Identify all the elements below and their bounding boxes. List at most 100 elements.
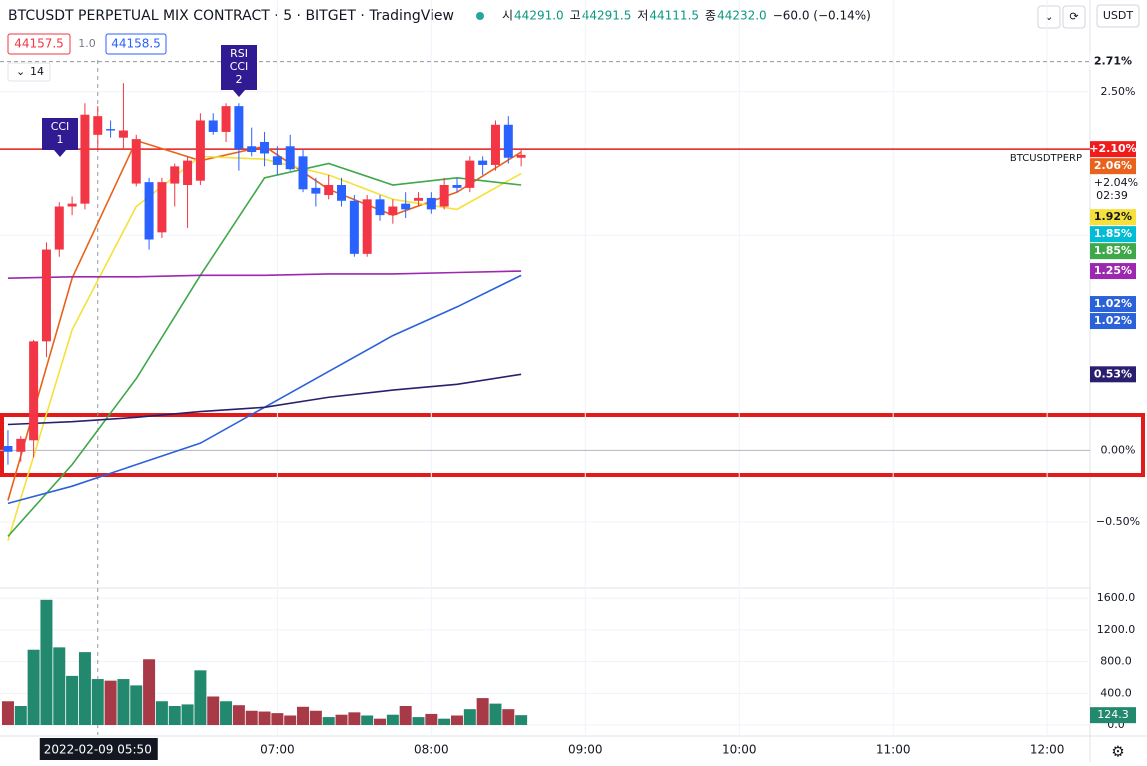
candle-body: [503, 124, 513, 158]
candle-body: [131, 139, 141, 184]
volume-bar: [91, 679, 104, 726]
candle-body: [16, 438, 26, 452]
change-label: +2.04%: [1094, 176, 1138, 189]
candle-body: [414, 197, 424, 201]
status-dot: [476, 12, 484, 20]
candle-body: [41, 249, 51, 342]
candle-body: [157, 182, 167, 233]
refresh-button[interactable]: [1062, 5, 1086, 29]
x-tick-label: 07:00: [260, 743, 295, 757]
chart-title: BTCUSDT PERPETUAL MIX CONTRACT · 5 · BIT…: [8, 8, 454, 24]
signal-flag-label: CCI: [230, 60, 249, 73]
candle-body: [439, 185, 449, 207]
chevron: ⌄: [16, 65, 25, 78]
bid-box[interactable]: [7, 33, 71, 55]
price-tag: [1090, 209, 1136, 226]
indicator-toggle[interactable]: [7, 62, 51, 82]
volume-bar: [78, 652, 91, 726]
price-tag: [1090, 296, 1136, 313]
y-tick-label: 2.50%: [1101, 85, 1136, 98]
candle-body: [29, 341, 39, 441]
x-tick-label: 09:00: [568, 743, 603, 757]
volume-bar: [66, 675, 79, 726]
candle-body: [401, 203, 411, 210]
signal-flag-label: CCI: [51, 120, 70, 133]
indicator-count: 14: [30, 65, 44, 78]
volume-bar: [335, 714, 348, 726]
volume-bar: [143, 659, 156, 726]
candle-body: [337, 185, 347, 201]
volume-bar: [232, 705, 245, 726]
ohlc-header: 시 44291.0 고 44291.5 저 44111.5 종 44232.0 −60.0 (−…: [502, 9, 871, 23]
ohlc-item: 44291.0: [514, 9, 564, 23]
bid: 44157.5: [14, 37, 64, 51]
candle-body: [93, 116, 103, 135]
volume-tag-label: 124.3: [1097, 708, 1129, 721]
volume-bar: [515, 715, 528, 726]
x-tick-label: 10:00: [722, 743, 757, 757]
volume-bar: [130, 685, 143, 726]
candle-body: [260, 141, 270, 154]
refresh-icon: ⟳: [1069, 10, 1078, 23]
currency-button[interactable]: [1096, 4, 1140, 28]
volume-bar: [361, 715, 374, 726]
volume-bar: [181, 704, 194, 726]
price-tag-label: 1.85%: [1094, 244, 1132, 257]
cursor-label: 2022-02-09 05:50: [44, 743, 152, 757]
x-tick-label: 12:00: [1030, 743, 1065, 757]
price-tag-label: 1.92%: [1094, 210, 1132, 223]
price-tag-label: 1.85%: [1094, 227, 1132, 240]
price-tag: [1090, 226, 1136, 243]
candle-body: [144, 182, 154, 240]
price-tag: [1090, 313, 1136, 330]
ohlc-item: 44111.5: [649, 9, 699, 23]
price-tag-label: +2.10%: [1089, 142, 1136, 155]
signal-flag-label: 1: [57, 133, 64, 146]
volume-bar: [463, 709, 476, 726]
candle-body: [298, 156, 308, 190]
candle-body: [80, 114, 90, 204]
candle-body: [490, 124, 500, 165]
volume-bar: [40, 599, 53, 726]
candle-body: [375, 199, 385, 216]
price-tag: [1090, 263, 1136, 280]
candle-body: [118, 130, 128, 138]
volume-bar: [220, 701, 233, 726]
volume-bar: [271, 713, 284, 726]
candle-body: [54, 206, 64, 250]
candle-body: [106, 129, 116, 131]
volume-bar: [284, 715, 297, 726]
volume-bar: [53, 647, 66, 726]
y-tick-label: −0.50%: [1096, 515, 1140, 528]
candle-body: [478, 160, 488, 165]
price-tag-label: 2.71%: [1094, 55, 1132, 68]
candle-body: [234, 106, 244, 150]
x-tick-label: 08:00: [414, 743, 449, 757]
ohlc-item: 44291.5: [582, 9, 632, 23]
volume-bar: [258, 711, 271, 726]
volume-bar: [399, 705, 412, 726]
countdown: 02:39: [1096, 189, 1128, 202]
candle-body: [170, 166, 180, 184]
candle-body: [311, 187, 321, 194]
price-tag: [1090, 158, 1136, 175]
signal-flag-label: RSI: [230, 47, 248, 60]
candle-body: [452, 185, 462, 188]
signal-flag-label: 2: [236, 73, 243, 86]
candle-body: [208, 120, 218, 132]
volume-bar: [297, 706, 310, 726]
candle-body: [324, 185, 334, 196]
collapse-button[interactable]: [1037, 5, 1061, 29]
volume-bar: [322, 717, 335, 726]
settings-icon[interactable]: ⚙: [1111, 743, 1124, 761]
volume-bar: [309, 710, 322, 726]
volume-bar: [489, 703, 502, 726]
volume-bar: [104, 680, 117, 726]
volume-bar: [348, 712, 361, 726]
price-tag: [1090, 141, 1136, 158]
ask-box[interactable]: [105, 33, 167, 55]
candle-body: [388, 206, 398, 216]
volume-bar: [14, 705, 27, 726]
candle-body: [272, 156, 282, 165]
